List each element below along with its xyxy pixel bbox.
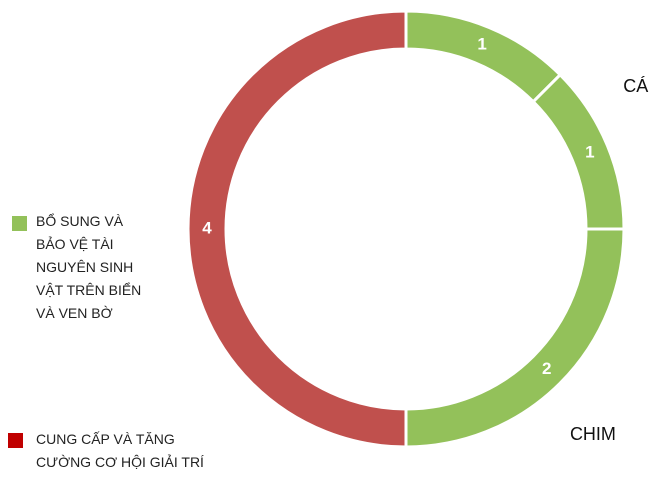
legend-swatch — [12, 216, 27, 231]
legend-label: BỔ SUNG VÀ BẢO VỆ TÀI NGUYÊN SINH VẬT TR… — [36, 213, 142, 321]
data-label: 4 — [202, 218, 212, 237]
legend-label: CUNG CẤP VÀ TĂNG CƯỜNG CƠ HỘI GIẢI TRÍ — [36, 431, 204, 470]
donut-segment — [404, 9, 563, 104]
segment-label: CHIM — [570, 424, 616, 444]
data-label: 2 — [542, 359, 551, 378]
data-label: 1 — [477, 35, 486, 54]
data-label: 1 — [585, 142, 594, 161]
segment-label: CÁ — [623, 76, 648, 96]
donut-segment — [186, 9, 408, 449]
legend-swatch — [8, 433, 23, 448]
donut-segment — [404, 227, 626, 449]
donut-segment — [531, 72, 626, 231]
